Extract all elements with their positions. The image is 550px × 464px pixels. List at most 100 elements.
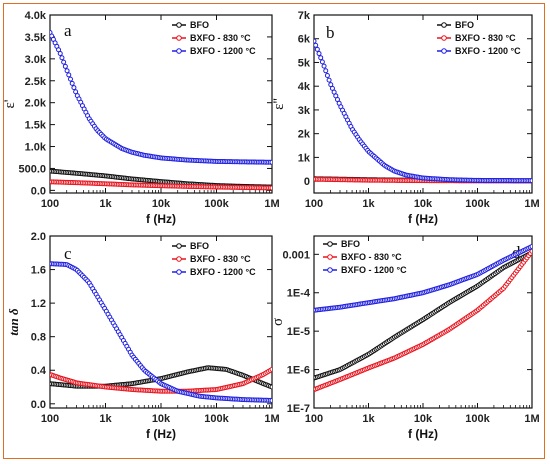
panel-letter: b (326, 23, 335, 42)
data-point (323, 68, 329, 74)
y-tick-label: 1.6 (31, 265, 46, 277)
y-tick-label: 2k (298, 129, 311, 141)
y-tick-label: 4k (298, 81, 311, 93)
legend-marker (176, 22, 182, 28)
x-tick-label: 10k (414, 198, 433, 210)
data-point (318, 55, 324, 61)
x-tick-label: 10k (152, 198, 171, 210)
legend-entry: BXFO - 1200 °C (455, 46, 521, 56)
x-tick-label: 10k (152, 413, 171, 425)
x-tick-label: 100 (41, 198, 59, 210)
y-axis-label: σ (270, 318, 286, 326)
legend: BFO BXFO - 830 °C BXFO - 1200 °C (172, 20, 256, 56)
legend: BFO BXFO - 830 °C BXFO - 1200 °C (323, 239, 407, 275)
y-tick-label: 0.0 (31, 399, 46, 411)
y-axis-label: tan δ (6, 308, 21, 336)
legend-entry: BFO (455, 20, 474, 30)
y-tick-label: 3.0k (25, 54, 47, 66)
y-tick-label: 1.0k (25, 142, 47, 154)
x-tick-label: 1M (524, 198, 539, 210)
x-tick-label: 100 (305, 413, 323, 425)
y-tick-label: 2.0k (25, 98, 47, 110)
y-tick-label: 0.4 (31, 365, 47, 377)
series-2 (50, 30, 272, 165)
y-tick-label: 5k (298, 57, 311, 69)
legend-marker (327, 267, 333, 273)
data-point (62, 63, 68, 69)
x-tick-label: 100k (204, 413, 229, 425)
x-tick-label: 1M (264, 413, 279, 425)
y-axis-label: ε' (2, 99, 18, 108)
y-tick-label: 3k (298, 105, 311, 117)
data-point (529, 248, 532, 254)
legend-marker (176, 243, 182, 249)
chart-panel-b: 100 1k 10k 100k 1M 0 1k 2k 3k 4k 5k 6k 7k f (Hz) ε'' b B… (271, 10, 540, 226)
data-point (269, 185, 272, 191)
series-1 (314, 248, 532, 393)
legend-marker (176, 48, 182, 54)
legend-entry: BXFO - 830 °C (341, 252, 402, 262)
legend-entry: BXFO - 1200 °C (190, 46, 256, 56)
data-point (321, 63, 327, 69)
series-1 (50, 366, 272, 394)
x-axis-label: f (Hz) (408, 427, 438, 441)
panel-letter: c (64, 244, 72, 263)
y-tick-label: 7k (298, 10, 311, 22)
legend-entry: BXFO - 1200 °C (190, 267, 256, 277)
data-point (319, 59, 325, 65)
y-axis-label: ε'' (271, 98, 287, 110)
x-tick-label: 1M (264, 198, 279, 210)
data-point (529, 243, 532, 249)
y-tick-label: 1E-6 (287, 365, 310, 377)
x-axis-label: f (Hz) (408, 212, 438, 226)
data-point (67, 76, 73, 82)
legend-marker (176, 35, 182, 41)
legend: BFO BXFO - 830 °C BXFO - 1200 °C (437, 20, 521, 56)
data-point (59, 55, 65, 61)
x-axis-label: f (Hz) (146, 427, 176, 441)
y-tick-label: 1E-7 (287, 403, 310, 415)
y-tick-label: 0.0 (31, 185, 46, 197)
legend-entry: BXFO - 830 °C (190, 254, 251, 264)
data-point (314, 42, 319, 48)
x-tick-label: 100k (204, 198, 229, 210)
legend: BFO BXFO - 830 °C BXFO - 1200 °C (172, 241, 256, 277)
y-tick-label: 1.2 (31, 298, 46, 310)
y-tick-label: 1E-5 (287, 326, 310, 338)
legend-entry: BXFO - 1200 °C (341, 265, 407, 275)
legend-entry: BXFO - 830 °C (455, 33, 516, 43)
legend-marker (327, 254, 333, 260)
data-point (314, 46, 320, 52)
x-tick-label: 1k (362, 413, 375, 425)
data-point (66, 72, 72, 78)
y-tick-label: 3.5k (25, 32, 47, 44)
panel-letter: a (64, 21, 72, 40)
series-2 (314, 38, 532, 184)
legend-marker (441, 48, 447, 54)
x-tick-label: 100 (41, 413, 59, 425)
data-point (529, 178, 532, 184)
data-point (269, 366, 272, 372)
chart-panel-c: 100 1k 10k 100k 1M 0.0 0.4 0.8 1.2 1.6 2.0 f (Hz) ta… (6, 231, 280, 441)
y-tick-label: 2.5k (25, 76, 47, 88)
legend-marker (327, 241, 333, 247)
data-point (61, 59, 67, 65)
data-point (326, 77, 332, 83)
y-tick-label: 1E-4 (287, 288, 311, 300)
legend-entry: BFO (190, 20, 209, 30)
data-point (269, 384, 272, 390)
chart-panel-d: 100 1k 10k 100k 1M 1E-7 1E-6 1E-5 1E-4 0.001 f (Hz… (270, 235, 540, 441)
y-tick-label: 500.0 (18, 163, 46, 175)
data-point (316, 51, 322, 57)
y-tick-label: 4.0k (25, 10, 47, 22)
x-tick-label: 1M (524, 413, 539, 425)
data-point (71, 85, 77, 91)
x-tick-label: 100k (465, 198, 490, 210)
legend-marker (441, 35, 447, 41)
legend-entry: BFO (341, 239, 360, 249)
y-tick-label: 0.8 (31, 332, 46, 344)
data-point (269, 159, 272, 165)
data-point (314, 38, 317, 44)
legend-marker (176, 269, 182, 275)
